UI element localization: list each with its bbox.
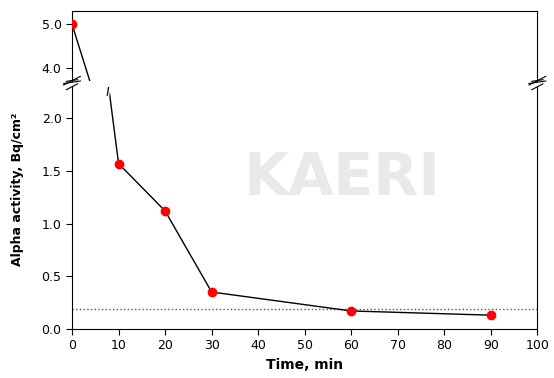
Text: KAERI: KAERI xyxy=(243,150,440,207)
Text: Alpha activity, Bq/cm²: Alpha activity, Bq/cm² xyxy=(11,112,24,266)
X-axis label: Time, min: Time, min xyxy=(266,358,343,372)
